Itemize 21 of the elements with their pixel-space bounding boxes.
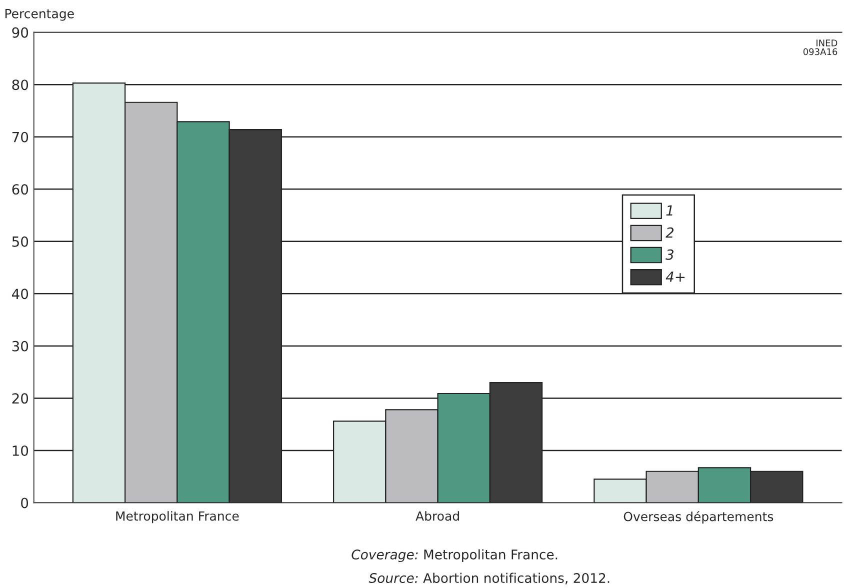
legend-label: 3 <box>666 249 674 260</box>
y-tick-label: 0 <box>21 498 28 508</box>
y-tick-label: 90 <box>12 27 28 38</box>
y-tick-label: 80 <box>12 80 28 90</box>
legend-label: 2 <box>666 227 674 238</box>
legend-label: 1 <box>666 205 672 216</box>
x-tick-label: Overseas départements <box>624 511 774 524</box>
y-tick-label: 30 <box>12 340 28 352</box>
y-axis-title: Percentage <box>5 9 74 21</box>
y-tick-label: 20 <box>12 393 28 404</box>
annotation: INED 093A16 <box>803 40 838 56</box>
y-tick-label: 70 <box>12 132 28 142</box>
y-tick-label: 40 <box>12 288 28 300</box>
x-tick-label: Abroad <box>416 511 459 521</box>
source-note: Source: Abortion notifications, 2012. <box>368 572 610 584</box>
text: Coverage: Metropolitan France. <box>352 549 558 562</box>
y-tick-label: 50 <box>12 236 28 247</box>
y-tick-label: 10 <box>12 445 28 456</box>
legend-label: 4+ <box>666 272 685 282</box>
y-tick-label: 60 <box>12 184 28 195</box>
x-tick-label: Metropolitan France <box>116 511 239 524</box>
